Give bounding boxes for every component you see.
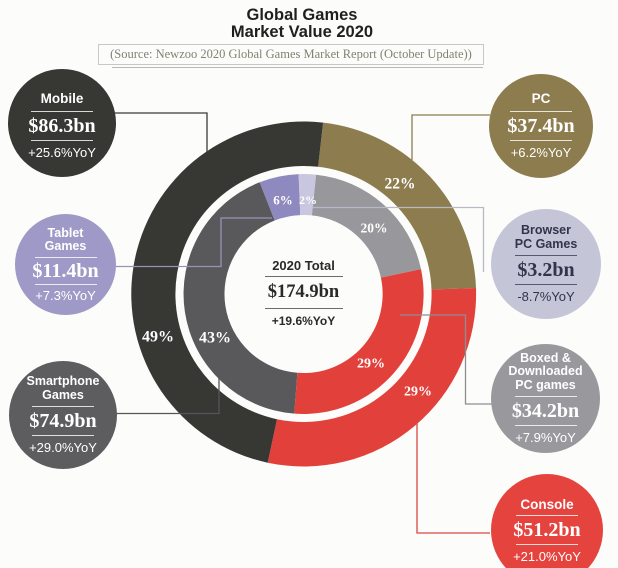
svg-text:49%: 49%	[142, 329, 174, 346]
svg-text:20%: 20%	[361, 221, 388, 236]
svg-text:22%: 22%	[385, 176, 416, 193]
svg-text:29%: 29%	[357, 357, 385, 372]
svg-text:43%: 43%	[199, 330, 231, 347]
svg-text:29%: 29%	[404, 385, 432, 400]
svg-text:6%: 6%	[273, 193, 293, 208]
svg-text:2%: 2%	[299, 193, 317, 207]
